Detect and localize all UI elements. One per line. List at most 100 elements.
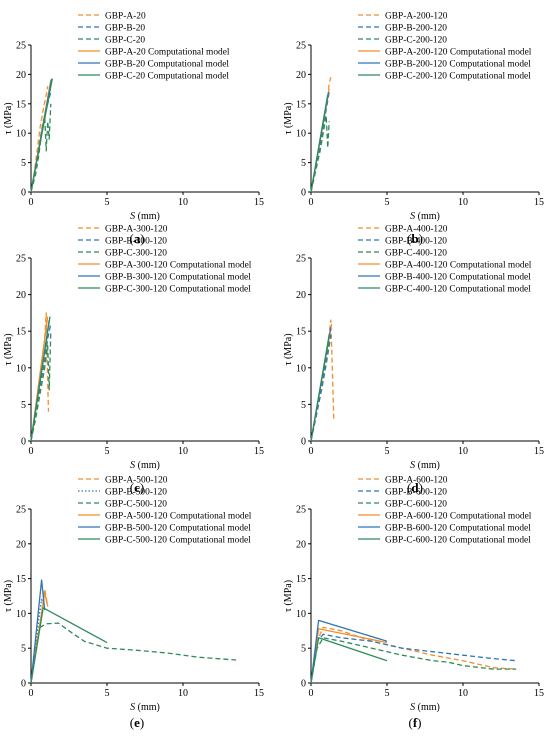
legend-label: GBP-B-400-120 xyxy=(385,236,447,246)
x-tick-label: 5 xyxy=(105,688,110,699)
y-tick-label: 5 xyxy=(301,158,306,169)
y-tick-label: 10 xyxy=(16,129,26,140)
legend-label: GBP-A-600-120 Computational model xyxy=(385,511,532,521)
y-tick-label: 15 xyxy=(16,327,26,338)
chart-panel: 0 5 10 15 0 5 10 15 20 25 S (mm) τ (MPa) GBP-A-200-1… xyxy=(283,11,544,246)
x-tick-label: 10 xyxy=(178,688,188,699)
legend-label: GBP-A-20 Computational model xyxy=(105,47,230,57)
y-tick-label: 15 xyxy=(296,327,306,338)
legend-label: GBP-B-20 Computational model xyxy=(105,59,229,69)
series-line xyxy=(30,607,108,684)
y-axis-label: τ (MPa) xyxy=(283,580,294,612)
legend-label: GBP-C-500-120 xyxy=(105,499,167,509)
x-tick-label: 15 xyxy=(534,197,544,208)
y-tick-label: 15 xyxy=(16,574,26,585)
legend-label: GBP-A-300-120 xyxy=(105,224,168,234)
legend-label: GBP-B-600-120 xyxy=(385,487,447,497)
x-tick-label: 10 xyxy=(178,446,188,457)
y-tick-label: 5 xyxy=(21,158,26,169)
x-tick-label: 5 xyxy=(105,446,110,457)
x-tick-label: 0 xyxy=(29,688,34,699)
y-axis-label: τ (MPa) xyxy=(283,102,294,134)
x-tick-label: 5 xyxy=(385,688,390,699)
legend-label: GBP-A-600-120 xyxy=(385,475,448,485)
legend-label: GBP-B-300-120 xyxy=(105,236,167,246)
series-line xyxy=(310,619,388,684)
legend-label: GBP-B-600-120 Computational model xyxy=(385,523,531,533)
y-tick-label: 0 xyxy=(21,679,26,690)
legend-label: GBP-A-400-120 xyxy=(385,224,448,234)
y-tick-label: 25 xyxy=(16,41,26,52)
y-tick-label: 0 xyxy=(21,188,26,199)
series-line xyxy=(310,633,517,684)
chart-panel: 0 5 10 15 0 5 10 15 20 25 S (mm) τ (MPa) GBP-A-20 GBP… xyxy=(3,11,264,246)
x-tick-label: 10 xyxy=(458,688,468,699)
legend-label: GBP-C-20 xyxy=(105,35,145,45)
legend-label: GBP-C-600-120 xyxy=(385,499,447,509)
series-line xyxy=(30,579,46,684)
series-line xyxy=(30,316,51,442)
y-tick-label: 0 xyxy=(301,188,306,199)
y-tick-label: 10 xyxy=(296,609,306,620)
panel-caption: (e) xyxy=(130,715,144,730)
legend-label: GBP-C-200-120 Computational model xyxy=(385,71,531,81)
legend-label: GBP-A-20 xyxy=(105,11,146,21)
x-tick-label: 15 xyxy=(534,688,544,699)
legend-label: GBP-C-300-120 Computational model xyxy=(105,284,251,294)
y-tick-label: 25 xyxy=(296,505,306,516)
y-tick-label: 15 xyxy=(296,99,306,110)
x-tick-label: 5 xyxy=(105,197,110,208)
x-axis-label: S (mm) xyxy=(130,460,160,471)
y-tick-label: 5 xyxy=(21,400,26,411)
y-axis-label: τ (MPa) xyxy=(3,102,14,134)
x-axis-label: S (mm) xyxy=(410,702,440,713)
x-axis-label: S (mm) xyxy=(410,460,440,471)
y-tick-label: 10 xyxy=(16,609,26,620)
x-tick-label: 10 xyxy=(458,197,468,208)
legend-label: GBP-B-500-120 xyxy=(105,487,167,497)
legend-label: GBP-C-500-120 Computational model xyxy=(105,535,251,545)
chart-panel: 0 5 10 15 0 5 10 15 20 25 S (mm) τ (MPa) GBP-A-500-1… xyxy=(3,475,264,730)
legend-label: GBP-B-20 xyxy=(105,23,145,33)
legend-label: GBP-A-500-120 xyxy=(105,475,168,485)
series-line xyxy=(310,628,388,684)
y-tick-label: 5 xyxy=(21,644,26,655)
x-tick-label: 0 xyxy=(29,197,34,208)
x-tick-label: 15 xyxy=(254,197,264,208)
series-line xyxy=(310,626,517,684)
x-axis-label: S (mm) xyxy=(130,702,160,713)
x-tick-label: 0 xyxy=(309,197,314,208)
y-tick-label: 0 xyxy=(301,679,306,690)
x-tick-label: 15 xyxy=(254,446,264,457)
y-tick-label: 25 xyxy=(16,505,26,516)
series-line xyxy=(310,637,388,684)
legend-label: GBP-C-400-120 xyxy=(385,248,447,258)
panel-caption: (a) xyxy=(129,231,144,246)
x-tick-label: 0 xyxy=(29,446,34,457)
x-tick-label: 5 xyxy=(385,197,390,208)
y-tick-label: 20 xyxy=(296,290,306,301)
legend-label: GBP-B-200-120 Computational model xyxy=(385,59,531,69)
series-line xyxy=(30,622,237,684)
x-tick-label: 10 xyxy=(458,446,468,457)
series-line xyxy=(30,78,53,193)
legend-label: GBP-B-200-120 xyxy=(385,23,447,33)
legend-label: GBP-A-500-120 Computational model xyxy=(105,511,252,521)
y-tick-label: 10 xyxy=(16,363,26,374)
series-line xyxy=(30,331,52,442)
chart-panel: 0 5 10 15 0 5 10 15 20 25 S (mm) τ (MPa) GBP-A-600-1… xyxy=(283,475,544,730)
x-axis-label: S (mm) xyxy=(410,211,440,222)
y-axis-label: τ (MPa) xyxy=(3,333,14,365)
legend-label: GBP-A-400-120 Computational model xyxy=(385,260,532,270)
chart-panel: 0 5 10 15 0 5 10 15 20 25 S (mm) τ (MPa) GBP-A-300-1… xyxy=(3,224,264,495)
y-tick-label: 10 xyxy=(296,129,306,140)
series-line xyxy=(310,114,330,193)
legend-label: GBP-B-500-120 Computational model xyxy=(105,523,251,533)
legend-label: GBP-A-200-120 Computational model xyxy=(385,47,532,57)
y-tick-label: 20 xyxy=(16,70,26,81)
x-tick-label: 5 xyxy=(385,446,390,457)
x-tick-label: 15 xyxy=(254,688,264,699)
legend-label: GBP-C-20 Computational model xyxy=(105,71,229,81)
chart-panel: 0 5 10 15 0 5 10 15 20 25 S (mm) τ (MPa) GBP-A-400-1… xyxy=(283,224,544,495)
